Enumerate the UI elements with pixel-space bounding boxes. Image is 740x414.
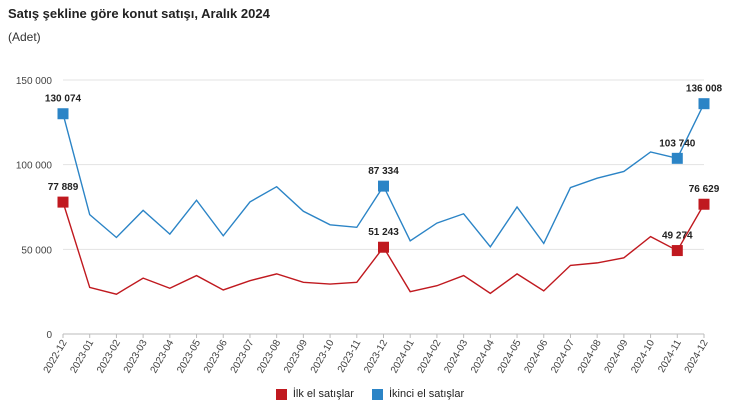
data-point-marker: [671, 245, 683, 257]
x-tick-label: 2023-09: [282, 338, 310, 376]
x-tick-label: 2023-07: [229, 338, 257, 376]
chart-subtitle: (Adet): [8, 30, 41, 44]
x-tick-label: 2023-05: [175, 338, 203, 376]
legend-item-ikinci-el: İkinci el satışlar: [371, 388, 465, 400]
data-label: 136 008: [686, 84, 723, 95]
x-tick-label: 2022-12: [42, 338, 70, 376]
x-tick-label: 2023-02: [95, 338, 123, 376]
data-label: 77 889: [48, 182, 79, 193]
data-point-marker: [671, 152, 683, 164]
x-tick-label: 2023-11: [336, 338, 364, 375]
x-tick-label: 2024-10: [629, 338, 657, 376]
x-tick-label: 2023-12: [362, 338, 390, 376]
x-tick-label: 2024-06: [522, 338, 550, 376]
legend: İlk el satışlar İkinci el satışlar: [0, 388, 740, 400]
x-tick-label: 2023-06: [202, 338, 230, 376]
x-tick-label: 2023-10: [309, 338, 337, 376]
data-point-marker: [698, 98, 710, 110]
x-tick-label: 2023-03: [122, 338, 150, 376]
y-tick-label: 0: [46, 330, 52, 341]
legend-item-ilk-el: İlk el satışlar: [275, 388, 354, 400]
x-tick-label: 2023-04: [149, 338, 177, 376]
legend-swatch-ikinci-el: [371, 388, 383, 400]
x-tick-label: 2024-11: [656, 338, 684, 375]
y-tick-label: 100 000: [16, 161, 53, 172]
data-label: 103 740: [659, 138, 696, 149]
x-tick-label: 2024-02: [416, 338, 444, 376]
y-tick-label: 150 000: [16, 76, 53, 87]
data-label: 51 243: [368, 227, 399, 238]
data-point-marker: [698, 198, 710, 210]
x-tick-label: 2024-05: [496, 338, 524, 376]
data-point-marker: [378, 180, 389, 192]
x-tick-label: 2024-12: [683, 338, 711, 376]
data-point-marker: [378, 241, 389, 253]
x-tick-label: 2024-03: [442, 338, 470, 376]
legend-swatch-ilk-el: [275, 388, 287, 400]
x-tick-label: 2024-01: [389, 338, 417, 376]
data-point-marker: [57, 108, 69, 120]
y-tick-label: 50 000: [21, 245, 52, 256]
x-tick-label: 2024-07: [549, 338, 577, 376]
x-tick-label: 2024-08: [576, 338, 604, 376]
x-tick-label: 2023-01: [68, 338, 96, 376]
data-label: 76 629: [689, 184, 720, 195]
legend-label-ikinci-el: İkinci el satışlar: [388, 388, 465, 400]
data-point-marker: [57, 196, 69, 208]
chart-title: Satış şekline göre konut satışı, Aralık …: [8, 6, 270, 21]
legend-label-ilk-el: İlk el satışlar: [292, 388, 354, 400]
x-tick-label: 2023-08: [255, 338, 283, 376]
data-label: 87 334: [368, 166, 399, 177]
data-label: 49 274: [662, 231, 693, 242]
x-tick-label: 2024-04: [469, 338, 497, 376]
data-label: 130 074: [45, 94, 82, 105]
x-tick-label: 2024-09: [603, 338, 631, 376]
